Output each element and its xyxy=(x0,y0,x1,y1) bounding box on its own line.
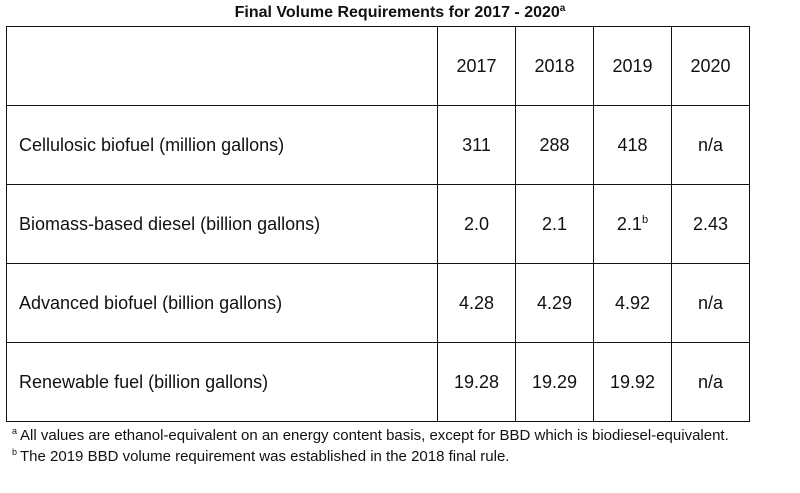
year-header: 2020 xyxy=(671,26,750,106)
table-cell: 4.29 xyxy=(515,263,594,343)
row-label: Cellulosic biofuel (million gallons) xyxy=(6,105,438,185)
year-header: 2019 xyxy=(593,26,672,106)
table-cell: 19.28 xyxy=(437,342,516,422)
volume-requirements-table: 2017 2018 2019 2020 Cellulosic biofuel (… xyxy=(6,26,750,422)
year-header: 2017 xyxy=(437,26,516,106)
table-cell: 311 xyxy=(437,105,516,185)
row-label: Biomass-based diesel (billion gallons) xyxy=(6,184,438,264)
header-row: 2017 2018 2019 2020 xyxy=(6,26,750,106)
footnote-text: The 2019 BBD volume requirement was esta… xyxy=(20,448,510,465)
table-cell: 2.1b xyxy=(593,184,672,264)
table-title: Final Volume Requirements for 2017 - 202… xyxy=(0,3,800,23)
table-cell: 418 xyxy=(593,105,672,185)
table-title-text: Final Volume Requirements for 2017 - 202… xyxy=(234,4,560,21)
table-cell: 4.92 xyxy=(593,263,672,343)
footnote-b: b The 2019 BBD volume requirement was est… xyxy=(12,446,792,467)
table-cell: 288 xyxy=(515,105,594,185)
table-row: Biomass-based diesel (billion gallons) 2… xyxy=(6,184,750,264)
footnote-a: a All values are ethanol-equivalent on an… xyxy=(12,425,792,446)
cell-footnote-marker: b xyxy=(641,213,649,226)
table-cell: n/a xyxy=(671,342,750,422)
year-header: 2018 xyxy=(515,26,594,106)
table-cell: 19.92 xyxy=(593,342,672,422)
cell-value: 2.1 xyxy=(616,213,642,234)
footnote-marker: b xyxy=(12,447,18,457)
row-label: Advanced biofuel (billion gallons) xyxy=(6,263,438,343)
table-cell: 19.29 xyxy=(515,342,594,422)
table-row: Advanced biofuel (billion gallons) 4.28 … xyxy=(6,263,750,343)
header-empty-cell xyxy=(6,26,438,106)
title-footnote-marker: a xyxy=(559,3,566,14)
table-cell: 2.1 xyxy=(515,184,594,264)
footnote-text: All values are ethanol-equivalent on an … xyxy=(20,427,729,444)
table-cell: n/a xyxy=(671,105,750,185)
table-cell: 4.28 xyxy=(437,263,516,343)
table-cell: 2.0 xyxy=(437,184,516,264)
footnotes: a All values are ethanol-equivalent on an… xyxy=(12,425,792,467)
table-cell: 2.43 xyxy=(671,184,750,264)
table-row: Renewable fuel (billion gallons) 19.28 1… xyxy=(6,342,750,422)
row-label: Renewable fuel (billion gallons) xyxy=(6,342,438,422)
footnote-marker: a xyxy=(12,426,18,436)
table-row: Cellulosic biofuel (million gallons) 311… xyxy=(6,105,750,185)
table-cell: n/a xyxy=(671,263,750,343)
